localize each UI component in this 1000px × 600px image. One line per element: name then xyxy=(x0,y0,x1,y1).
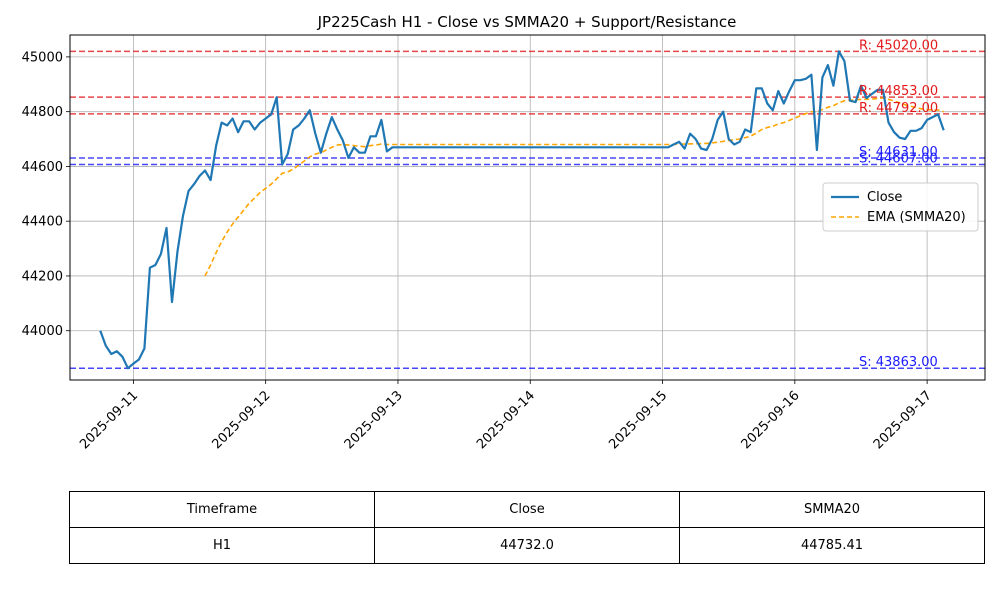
y-tick-label: 44400 xyxy=(22,215,63,230)
chart-title: JP225Cash H1 - Close vs SMMA20 + Support… xyxy=(317,13,737,31)
resistance-label: R: 44853.00 xyxy=(859,84,938,99)
y-tick-label: 44200 xyxy=(22,269,63,284)
y-tick-label: 44000 xyxy=(22,324,63,339)
resistance-label: R: 45020.00 xyxy=(859,38,938,53)
support-label: S: 43863.00 xyxy=(859,355,938,370)
resistance-label: R: 44792.00 xyxy=(859,101,938,116)
summary-table: Timeframe Close SMMA20 H1 44732.0 44785.… xyxy=(69,491,985,564)
y-tick-label: 44600 xyxy=(22,160,63,175)
series-lines xyxy=(99,50,945,370)
table-header-cell: Close xyxy=(374,491,680,528)
x-tick-label: 2025-09-11 xyxy=(77,388,141,452)
support-label: S: 44607.00 xyxy=(859,152,938,167)
legend-label-smma20: EMA (SMMA20) xyxy=(867,210,966,225)
plot-frame xyxy=(69,34,986,381)
x-tick-label: 2025-09-17 xyxy=(871,388,935,452)
table-row: H1 44732.0 44785.41 xyxy=(69,527,985,564)
x-tick-label: 2025-09-16 xyxy=(739,388,803,452)
table-header-cell: SMMA20 xyxy=(679,491,985,528)
x-tick-label: 2025-09-14 xyxy=(474,388,538,452)
close-line xyxy=(99,50,945,370)
y-tick-label: 44800 xyxy=(22,105,63,120)
axes: 44000 44200 44400 44600 44800 45000 2025-09-11… xyxy=(22,50,935,452)
table-header-cell: Timeframe xyxy=(69,491,375,528)
table-cell: 44732.0 xyxy=(374,527,680,564)
chart: JP225Cash H1 - Close vs SMMA20 + Support… xyxy=(22,13,986,452)
support-label: S: 44631.00 xyxy=(859,145,938,160)
table-cell: H1 xyxy=(69,527,375,564)
x-tick-label: 2025-09-15 xyxy=(606,388,670,452)
y-tick-label: 45000 xyxy=(22,50,63,65)
table-header-row: Timeframe Close SMMA20 xyxy=(69,491,985,528)
legend: Close EMA (SMMA20) xyxy=(822,182,979,232)
level-labels: R: 45020.00 R: 44853.00 R: 44792.00 S: 4463… xyxy=(859,38,938,370)
x-tick-label: 2025-09-13 xyxy=(342,388,406,452)
x-tick-label: 2025-09-12 xyxy=(209,388,273,452)
legend-box xyxy=(822,182,979,232)
smma20-line xyxy=(204,97,944,277)
table-cell: 44785.41 xyxy=(679,527,985,564)
legend-label-close: Close xyxy=(867,190,902,205)
